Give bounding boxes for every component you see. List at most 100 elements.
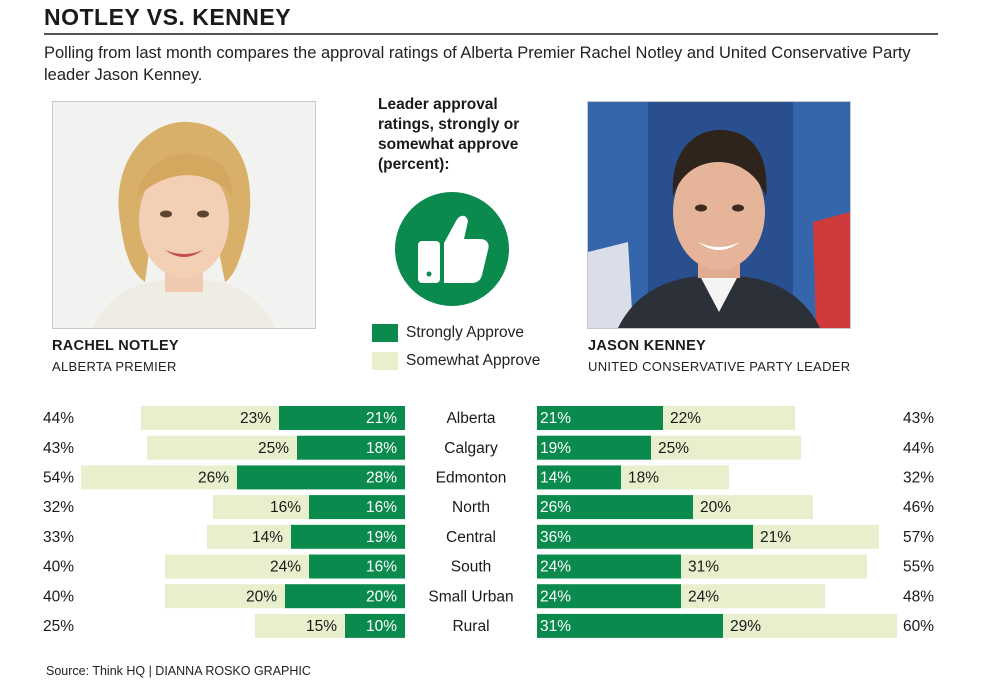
notley-strongly-label-small-urban: 20% <box>366 588 397 605</box>
legend-swatch-somewhat <box>372 352 398 370</box>
kenney-total-label-north: 46% <box>903 499 934 516</box>
notley-strongly-bar-rural <box>345 613 405 638</box>
notley-total-label-small-urban: 40% <box>43 588 74 605</box>
kenney-somewhat-label-calgary: 25% <box>658 440 689 457</box>
notley-somewhat-label-rural: 15% <box>306 618 337 635</box>
kenney-somewhat-label-rural: 29% <box>730 618 761 635</box>
legend-label-strongly: Strongly Approve <box>406 324 525 341</box>
notley-strongly-label-calgary: 18% <box>366 440 397 457</box>
left-person-role: ALBERTA PREMIER <box>52 359 177 374</box>
notley-strongly-label-rural: 10% <box>366 618 397 635</box>
category-label-small-urban: Small Urban <box>428 588 513 605</box>
notley-somewhat-label-north: 16% <box>270 499 301 516</box>
notley-strongly-bar-central <box>291 524 405 549</box>
kenney-total-label-calgary: 44% <box>903 440 934 457</box>
kenney-strongly-bar-edmonton <box>537 465 621 490</box>
legend-label-somewhat: Somewhat Approve <box>406 352 541 369</box>
notley-somewhat-bar-north <box>213 495 309 520</box>
kenney-somewhat-bar-alberta <box>663 406 795 430</box>
kenney-strongly-bar-alberta <box>537 406 663 430</box>
category-label-edmonton: Edmonton <box>436 469 507 486</box>
kenney-somewhat-bar-south <box>681 554 867 579</box>
kenney-somewhat-bar-central <box>753 524 879 549</box>
notley-total-label-edmonton: 54% <box>43 469 74 486</box>
notley-somewhat-bar-south <box>165 554 309 579</box>
kenney-total-label-south: 55% <box>903 559 934 576</box>
notley-strongly-label-south: 16% <box>366 559 397 576</box>
notley-strongly-bar-small-urban <box>285 584 405 609</box>
kenney-somewhat-label-edmonton: 18% <box>628 469 659 486</box>
notley-somewhat-label-central: 14% <box>252 529 283 546</box>
kenney-total-label-small-urban: 48% <box>903 588 934 605</box>
chart-subtitle: Polling from last month compares the app… <box>44 44 911 84</box>
source-credit: Source: Think HQ | DIANNA ROSKO GRAPHIC <box>46 664 311 678</box>
notley-strongly-bar-north <box>309 495 405 520</box>
notley-strongly-label-alberta: 21% <box>366 410 397 427</box>
center-caption: Leader approval ratings, strongly or som… <box>378 96 520 173</box>
notley-photo <box>52 101 316 329</box>
notley-strongly-label-central: 19% <box>366 529 397 546</box>
right-person-name: JASON KENNEY <box>588 338 707 354</box>
kenney-strongly-label-north: 26% <box>540 499 571 516</box>
approval-chart: 21% 23% 44% Alberta 21% 22% 43% 18% 25% 43% Calgar… <box>43 406 934 638</box>
kenney-strongly-label-calgary: 19% <box>540 440 571 457</box>
kenney-photo <box>587 101 851 329</box>
notley-strongly-label-north: 16% <box>366 499 397 516</box>
kenney-strongly-bar-north <box>537 495 693 520</box>
kenney-total-label-rural: 60% <box>903 618 934 635</box>
kenney-strongly-bar-rural <box>537 613 723 638</box>
kenney-strongly-bar-small-urban <box>537 584 681 609</box>
kenney-strongly-label-south: 24% <box>540 559 571 576</box>
kenney-somewhat-label-central: 21% <box>760 529 791 546</box>
legend-swatch-strongly <box>372 324 398 342</box>
kenney-somewhat-bar-rural <box>723 613 897 638</box>
kenney-somewhat-label-alberta: 22% <box>670 410 701 427</box>
kenney-strongly-label-rural: 31% <box>540 618 571 635</box>
notley-total-label-south: 40% <box>43 559 74 576</box>
kenney-somewhat-label-south: 31% <box>688 559 719 576</box>
notley-somewhat-label-small-urban: 20% <box>246 588 277 605</box>
notley-total-label-central: 33% <box>43 529 74 546</box>
kenney-somewhat-bar-north <box>693 495 813 520</box>
notley-somewhat-bar-central <box>207 524 291 549</box>
notley-strongly-bar-calgary <box>297 435 405 460</box>
kenney-strongly-label-edmonton: 14% <box>540 469 571 486</box>
notley-somewhat-bar-edmonton <box>81 465 237 490</box>
notley-somewhat-label-south: 24% <box>270 559 301 576</box>
kenney-strongly-bar-south <box>537 554 681 579</box>
right-person-role: UNITED CONSERVATIVE PARTY LEADER <box>588 359 851 374</box>
notley-somewhat-label-alberta: 23% <box>240 410 271 427</box>
chart-title: NOTLEY VS. KENNEY <box>44 4 292 30</box>
legend-strongly: Strongly Approve <box>372 323 524 343</box>
kenney-strongly-label-small-urban: 24% <box>540 588 571 605</box>
left-person-name: RACHEL NOTLEY <box>52 338 179 354</box>
kenney-strongly-bar-central <box>537 524 753 549</box>
kenney-total-label-central: 57% <box>903 529 934 546</box>
notley-somewhat-bar-small-urban <box>165 584 285 609</box>
category-label-rural: Rural <box>452 618 489 635</box>
notley-total-label-alberta: 44% <box>43 410 74 427</box>
notley-strongly-bar-south <box>309 554 405 579</box>
kenney-strongly-bar-calgary <box>537 435 651 460</box>
notley-strongly-label-edmonton: 28% <box>366 469 397 486</box>
kenney-strongly-label-central: 36% <box>540 529 571 546</box>
notley-total-label-calgary: 43% <box>43 440 74 457</box>
kenney-somewhat-bar-edmonton <box>621 465 729 490</box>
notley-total-label-north: 32% <box>43 499 74 516</box>
kenney-somewhat-bar-calgary <box>651 435 801 460</box>
legend-somewhat: Somewhat Approve <box>372 351 540 371</box>
category-label-alberta: Alberta <box>446 410 495 427</box>
notley-strongly-bar-alberta <box>279 406 405 430</box>
notley-somewhat-bar-rural <box>255 613 345 638</box>
kenney-somewhat-bar-small-urban <box>681 584 825 609</box>
category-label-north: North <box>452 499 490 516</box>
kenney-somewhat-label-north: 20% <box>700 499 731 516</box>
title-rule <box>44 33 938 35</box>
category-label-central: Central <box>446 529 496 546</box>
notley-somewhat-bar-calgary <box>147 435 297 460</box>
kenney-total-label-edmonton: 32% <box>903 469 934 486</box>
thumbs-up-icon <box>394 191 510 312</box>
notley-strongly-bar-edmonton <box>237 465 405 490</box>
notley-somewhat-label-edmonton: 26% <box>198 469 229 486</box>
notley-somewhat-label-calgary: 25% <box>258 440 289 457</box>
